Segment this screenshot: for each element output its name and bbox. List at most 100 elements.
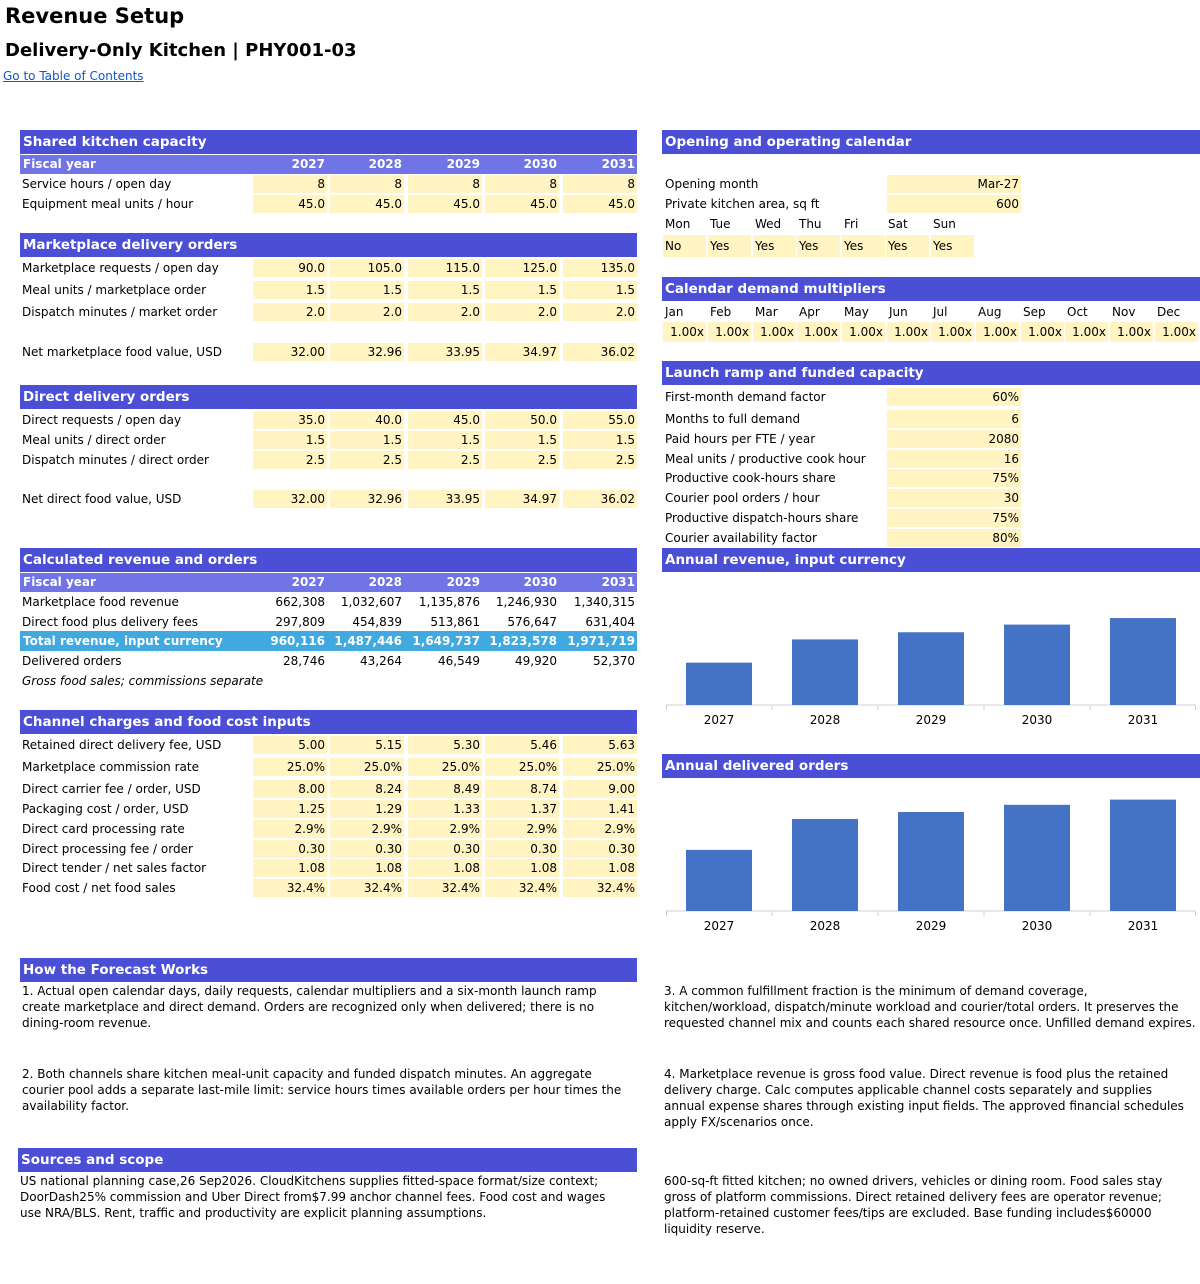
input-cell[interactable]: 45.0: [253, 195, 327, 213]
weekday-open-input[interactable]: Yes: [708, 235, 751, 257]
input-cell[interactable]: 2.5: [253, 451, 327, 469]
input-cell[interactable]: 115.0: [408, 259, 482, 277]
input-cell[interactable]: 1.08: [485, 859, 559, 877]
input-cell[interactable]: 8.74: [485, 780, 559, 798]
input-cell[interactable]: 1.08: [408, 859, 482, 877]
input-cell[interactable]: 32.96: [330, 490, 404, 508]
input-cell[interactable]: 1.29: [330, 800, 404, 818]
input-cell[interactable]: 32.96: [330, 343, 404, 361]
ramp-input[interactable]: 16: [887, 450, 1021, 468]
input-cell[interactable]: 34.97: [485, 343, 559, 361]
input-cell[interactable]: 1.08: [563, 859, 637, 877]
input-cell[interactable]: 25.0%: [408, 758, 482, 776]
toc-link[interactable]: Go to Table of Contents: [3, 69, 144, 83]
weekday-open-input[interactable]: Yes: [931, 235, 974, 257]
ramp-input[interactable]: 75%: [887, 509, 1021, 527]
input-cell[interactable]: 1.5: [330, 431, 404, 449]
input-cell[interactable]: 1.08: [253, 859, 327, 877]
input-cell[interactable]: 32.4%: [330, 879, 404, 897]
input-cell[interactable]: 32.00: [253, 490, 327, 508]
input-cell[interactable]: 8.00: [253, 780, 327, 798]
input-cell[interactable]: 0.30: [563, 840, 637, 858]
input-cell[interactable]: 45.0: [563, 195, 637, 213]
month-multiplier-input[interactable]: 1.00x: [708, 322, 751, 342]
input-cell[interactable]: 1.41: [563, 800, 637, 818]
input-cell[interactable]: 0.30: [485, 840, 559, 858]
input-cell[interactable]: 5.46: [485, 736, 559, 754]
input-cell[interactable]: 2.0: [330, 303, 404, 321]
ramp-input[interactable]: 75%: [887, 469, 1021, 487]
input-cell[interactable]: 1.33: [408, 800, 482, 818]
input-cell[interactable]: 8.49: [408, 780, 482, 798]
input-cell[interactable]: 1.25: [253, 800, 327, 818]
input-cell[interactable]: 32.4%: [253, 879, 327, 897]
input-cell[interactable]: 0.30: [330, 840, 404, 858]
weekday-open-input[interactable]: No: [663, 235, 706, 257]
month-multiplier-input[interactable]: 1.00x: [842, 322, 885, 342]
input-cell[interactable]: 1.37: [485, 800, 559, 818]
input-cell[interactable]: 1.5: [408, 431, 482, 449]
input-cell[interactable]: 45.0: [408, 411, 482, 429]
month-multiplier-input[interactable]: 1.00x: [976, 322, 1019, 342]
input-cell[interactable]: 2.9%: [485, 820, 559, 838]
month-multiplier-input[interactable]: 1.00x: [1021, 322, 1064, 342]
input-cell[interactable]: 0.30: [253, 840, 327, 858]
input-cell[interactable]: 1.5: [408, 281, 482, 299]
ramp-input[interactable]: 2080: [887, 430, 1021, 448]
input-cell[interactable]: 32.4%: [408, 879, 482, 897]
input-cell[interactable]: 5.15: [330, 736, 404, 754]
ramp-input[interactable]: 6: [887, 410, 1021, 428]
input-cell[interactable]: 8: [330, 175, 404, 193]
input-cell[interactable]: 1.5: [563, 431, 637, 449]
input-cell[interactable]: 8.24: [330, 780, 404, 798]
input-cell[interactable]: 32.4%: [563, 879, 637, 897]
input-cell[interactable]: 2.9%: [253, 820, 327, 838]
input-cell[interactable]: 2.5: [563, 451, 637, 469]
input-cell[interactable]: 25.0%: [253, 758, 327, 776]
input-cell[interactable]: 36.02: [563, 343, 637, 361]
input-cell[interactable]: 2.9%: [563, 820, 637, 838]
input-cell[interactable]: 55.0: [563, 411, 637, 429]
input-cell[interactable]: 1.08: [330, 859, 404, 877]
input-cell[interactable]: 2.5: [330, 451, 404, 469]
input-cell[interactable]: 9.00: [563, 780, 637, 798]
month-multiplier-input[interactable]: 1.00x: [753, 322, 796, 342]
weekday-open-input[interactable]: Yes: [886, 235, 929, 257]
input-cell[interactable]: 105.0: [330, 259, 404, 277]
ramp-input[interactable]: 80%: [887, 529, 1021, 547]
input-cell[interactable]: 2.5: [408, 451, 482, 469]
input-cell[interactable]: 25.0%: [485, 758, 559, 776]
weekday-open-input[interactable]: Yes: [753, 235, 796, 257]
kitchen-area-input[interactable]: 600: [887, 195, 1021, 213]
weekday-open-input[interactable]: Yes: [797, 235, 840, 257]
month-multiplier-input[interactable]: 1.00x: [1065, 322, 1108, 342]
input-cell[interactable]: 25.0%: [563, 758, 637, 776]
input-cell[interactable]: 1.5: [563, 281, 637, 299]
input-cell[interactable]: 1.5: [253, 431, 327, 449]
input-cell[interactable]: 5.00: [253, 736, 327, 754]
input-cell[interactable]: 45.0: [408, 195, 482, 213]
input-cell[interactable]: 1.5: [253, 281, 327, 299]
input-cell[interactable]: 90.0: [253, 259, 327, 277]
input-cell[interactable]: 45.0: [330, 195, 404, 213]
opening-month-input[interactable]: Mar-27: [887, 175, 1021, 193]
input-cell[interactable]: 8: [253, 175, 327, 193]
ramp-input[interactable]: 60%: [887, 388, 1021, 406]
input-cell[interactable]: 2.0: [253, 303, 327, 321]
month-multiplier-input[interactable]: 1.00x: [797, 322, 840, 342]
ramp-input[interactable]: 30: [887, 489, 1021, 507]
input-cell[interactable]: 2.0: [408, 303, 482, 321]
input-cell[interactable]: 33.95: [408, 343, 482, 361]
input-cell[interactable]: 0.30: [408, 840, 482, 858]
input-cell[interactable]: 1.5: [330, 281, 404, 299]
input-cell[interactable]: 25.0%: [330, 758, 404, 776]
input-cell[interactable]: 5.30: [408, 736, 482, 754]
month-multiplier-input[interactable]: 1.00x: [663, 322, 706, 342]
input-cell[interactable]: 2.0: [563, 303, 637, 321]
input-cell[interactable]: 135.0: [563, 259, 637, 277]
input-cell[interactable]: 8: [408, 175, 482, 193]
input-cell[interactable]: 33.95: [408, 490, 482, 508]
input-cell[interactable]: 5.63: [563, 736, 637, 754]
input-cell[interactable]: 34.97: [485, 490, 559, 508]
input-cell[interactable]: 50.0: [485, 411, 559, 429]
